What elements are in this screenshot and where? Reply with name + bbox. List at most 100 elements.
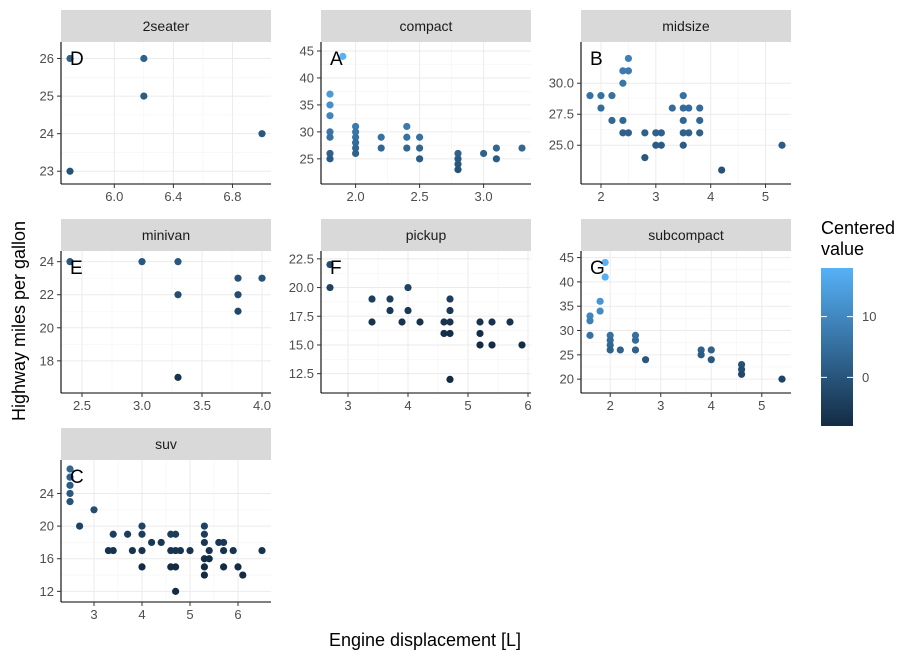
data-point [608, 116, 616, 125]
data-point [326, 112, 334, 120]
data-point [368, 295, 376, 303]
data-point [679, 129, 687, 137]
data-point [696, 104, 704, 112]
data-point [641, 154, 649, 162]
data-point [90, 506, 98, 514]
data-point [66, 489, 74, 498]
panel-tag-A: A [330, 49, 343, 70]
legend-tick-label: 0 [862, 370, 869, 385]
data-point [518, 341, 526, 349]
x-tick-label: 6.8 [223, 189, 241, 204]
x-tick-label: 6 [524, 398, 531, 413]
data-point [446, 318, 454, 326]
legend-tick-label: 10 [862, 309, 876, 324]
data-point [586, 317, 594, 325]
points-midsize [586, 54, 786, 174]
data-point [220, 563, 228, 571]
gridlines-2seater [61, 42, 271, 184]
data-point [109, 530, 117, 538]
y-tick-label: 24 [40, 254, 54, 269]
points-pickup [326, 260, 526, 384]
data-point [624, 67, 633, 75]
data-point [66, 167, 74, 175]
data-point [326, 128, 334, 136]
legend-title-line-1: Centered [821, 218, 895, 238]
data-point [234, 291, 242, 299]
y-tick-label: 25.0 [549, 138, 574, 153]
y-tick-label: 16 [40, 551, 54, 566]
data-point [652, 141, 660, 149]
strip-label-midsize: midsize [662, 18, 710, 34]
data-point [492, 155, 500, 163]
data-point [404, 306, 412, 315]
x-tick-label: 5 [758, 398, 765, 413]
data-point [377, 133, 385, 141]
y-tick-label: 27.5 [549, 107, 574, 122]
x-tick-label: 4 [708, 398, 715, 413]
data-point [205, 546, 213, 555]
y-tick-label: 40 [560, 274, 574, 289]
data-point [606, 346, 614, 354]
data-point [679, 141, 687, 149]
x-tick-label: 4 [404, 398, 411, 413]
data-point [696, 116, 704, 125]
x-tick-label: 3.5 [193, 398, 211, 413]
data-point [685, 129, 693, 137]
data-point [586, 92, 594, 100]
data-point [205, 555, 213, 563]
data-point [326, 90, 334, 98]
gridlines-compact [321, 42, 531, 184]
panel-minivan: minivan 2.5 3.0 3.5 4.0 18 20 22 24 E [40, 219, 271, 413]
data-point [616, 346, 624, 354]
data-point [229, 546, 237, 555]
data-point [416, 318, 424, 326]
x-tick-label: 5 [762, 189, 769, 204]
strip-suv [61, 428, 271, 460]
data-point [446, 329, 454, 338]
y-axis-title: Highway miles per gallon [9, 221, 29, 421]
data-point [66, 258, 74, 266]
panel-midsize: midsize 2 3 4 5 25.0 27.5 30.0 B [549, 10, 791, 204]
data-point [352, 149, 360, 158]
data-point [66, 465, 74, 473]
x-tick-label: 4 [707, 189, 714, 204]
data-point [352, 128, 360, 136]
data-point [778, 375, 786, 383]
data-point [492, 144, 500, 152]
data-point [200, 563, 208, 571]
y-tick-label: 20 [40, 320, 54, 335]
data-point [601, 273, 609, 281]
data-point [138, 530, 146, 538]
y-tick-label: 23 [40, 164, 54, 179]
data-point [138, 546, 146, 555]
data-point [398, 318, 406, 326]
data-point [352, 122, 360, 131]
x-tick-label: 3.0 [133, 398, 151, 413]
x-tick-label: 3 [90, 607, 97, 622]
data-point [679, 92, 687, 100]
y-tick-label: 25 [40, 89, 54, 104]
x-tick-label: 5 [186, 607, 193, 622]
x-tick-label: 2.5 [411, 189, 429, 204]
data-point [140, 92, 148, 100]
data-point [234, 274, 242, 282]
data-point [258, 274, 266, 282]
data-point [488, 318, 496, 326]
data-point [641, 129, 649, 137]
data-point [454, 166, 462, 174]
x-tick-label: 4 [138, 607, 145, 622]
y-tick-label: 45 [300, 44, 314, 59]
data-point [174, 291, 182, 299]
data-point [128, 546, 136, 555]
x-tick-label: 3.0 [475, 189, 493, 204]
data-point [476, 318, 484, 326]
y-tick-label: 30 [560, 323, 574, 338]
data-point [66, 498, 74, 506]
data-point [416, 155, 424, 163]
data-point [258, 546, 266, 555]
data-point [737, 370, 746, 378]
data-point [234, 307, 242, 315]
data-point [696, 129, 704, 137]
data-point [440, 329, 448, 338]
